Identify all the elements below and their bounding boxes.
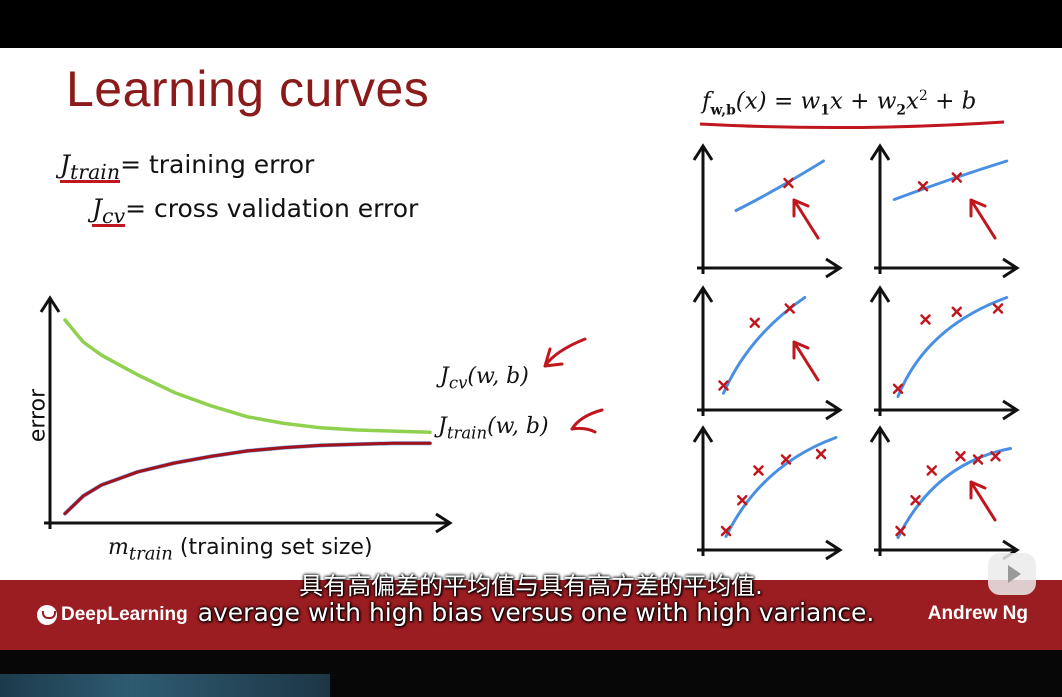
video-progress-strip — [0, 650, 1062, 697]
panel-2-x-arrow-icon — [1002, 257, 1020, 279]
panel-5-point-4 — [815, 448, 827, 460]
panel-3 — [692, 285, 843, 421]
panel-1-fit-curve — [734, 159, 825, 212]
train-label-arrow-icon — [570, 408, 604, 434]
panel-1 — [692, 143, 843, 279]
jcv-curve — [63, 318, 432, 434]
panel-3-point-0 — [718, 380, 729, 391]
panel-5-point-3 — [780, 454, 792, 465]
panel-5-point-1 — [737, 494, 748, 506]
panel-2-y-arrow-icon — [869, 143, 891, 161]
jtrain-definition: Jtrain= training error — [60, 150, 314, 184]
panel-2 — [869, 143, 1020, 279]
panel-6-point-1 — [910, 494, 921, 506]
learning-curve-chart — [39, 295, 453, 534]
panel-4 — [869, 285, 1020, 421]
panel-2-point-1 — [951, 172, 962, 183]
panel-6-point-2 — [926, 465, 937, 476]
panel-3-arrow-icon — [792, 340, 820, 382]
slide-graphics — [39, 120, 1020, 561]
cv-label-arrow-icon — [543, 337, 587, 368]
panel-2-arrow-icon — [969, 198, 997, 240]
x-axis-label: mtrain (training set size) — [108, 535, 373, 565]
footer-bar: DeepLearning Andrew Ng — [0, 580, 1062, 650]
panel-5-fit-curve — [724, 436, 838, 538]
brand-logo: DeepLearning — [37, 604, 188, 626]
panel-6-point-5 — [990, 450, 1001, 462]
deeplearning-logo-icon — [37, 605, 57, 625]
play-icon[interactable] — [988, 553, 1036, 595]
panel-3-y-arrow-icon — [692, 285, 714, 303]
panel-4-point-3 — [992, 303, 1004, 314]
panel-3-x-arrow-icon — [825, 399, 843, 421]
panel-3-point-1 — [749, 317, 760, 329]
panel-2-fit-curve — [892, 159, 1009, 201]
subtitle-english: average with high bias versus one with h… — [197, 598, 875, 627]
panel-5-y-arrow-icon — [692, 425, 714, 443]
panel-1-point-0 — [783, 177, 794, 189]
panel-6-y-arrow-icon — [869, 425, 891, 443]
formula-underline — [699, 120, 1005, 130]
panel-1-x-arrow-icon — [825, 257, 843, 279]
panel-6-fit-curve — [896, 447, 1012, 540]
jtrain-text: = training error — [120, 150, 315, 179]
slide: Learning curves Jtrain= training error J… — [0, 48, 1062, 580]
panel-6-arrow-icon — [969, 480, 997, 522]
panel-1-y-arrow-icon — [692, 143, 714, 161]
panel-4-point-1 — [920, 314, 931, 325]
panel-1-arrow-icon — [792, 198, 820, 240]
panel-5-x-arrow-icon — [825, 539, 843, 561]
video-thumbnail-strip — [0, 674, 330, 697]
panel-5 — [692, 425, 843, 561]
jtrain-curve — [63, 441, 432, 516]
panel-3-point-2 — [784, 303, 795, 314]
jcv-curve-label: Jcv(w, b) — [440, 364, 529, 393]
panel-4-point-0 — [892, 383, 904, 395]
brand-name: DeepLearning — [61, 604, 188, 625]
subtitle-chinese: 具有高偏差的平均值与具有高方差的平均值. — [299, 572, 763, 600]
fit-panels — [692, 143, 1020, 561]
main-x-arrow-icon — [435, 512, 453, 534]
author-name: Andrew Ng — [927, 603, 1028, 624]
main-y-arrow-icon — [39, 295, 61, 313]
jcv-text: = cross validation error — [125, 194, 419, 223]
jcv-symbol: Jcv — [92, 194, 126, 228]
slide-title: Learning curves — [66, 61, 430, 117]
panel-5-point-2 — [753, 465, 764, 476]
jtrain-curve-label: Jtrain(w, b) — [438, 414, 549, 443]
panel-5-point-0 — [720, 525, 732, 537]
panel-6-point-4 — [972, 454, 984, 465]
jcv-definition: Jcv= cross validation error — [92, 194, 418, 228]
y-axis-label: error — [25, 388, 51, 443]
jtrain-symbol: Jtrain — [60, 150, 121, 184]
panel-4-fit-curve — [896, 296, 1009, 398]
panel-6-point-0 — [895, 525, 906, 537]
panel-4-point-2 — [951, 306, 962, 318]
panel-6 — [869, 425, 1020, 561]
model-formula: fw,b(x) = w1x + w2x2 + b — [702, 88, 977, 119]
panel-4-x-arrow-icon — [1002, 399, 1020, 421]
panel-2-point-0 — [917, 181, 929, 192]
panel-4-y-arrow-icon — [869, 285, 891, 303]
panel-6-point-3 — [955, 450, 966, 462]
